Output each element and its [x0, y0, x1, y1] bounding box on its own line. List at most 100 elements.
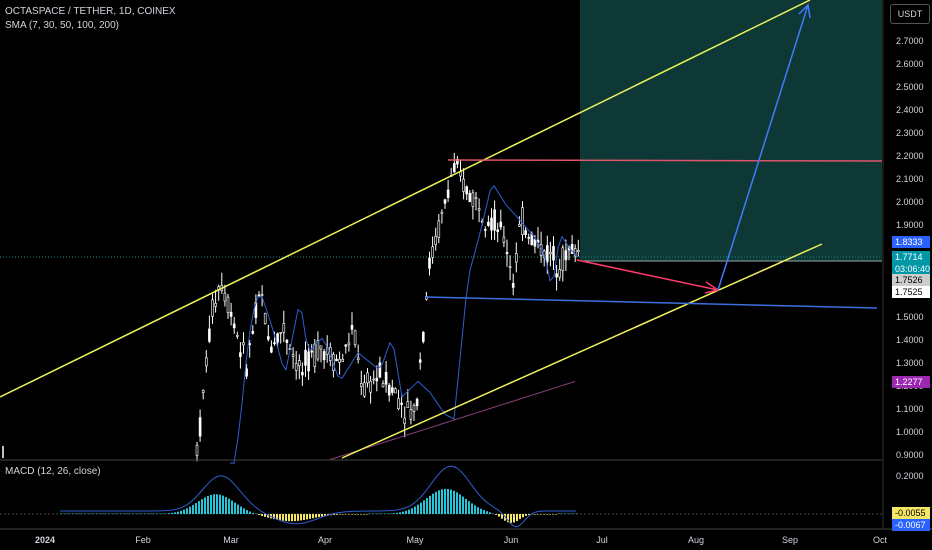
candle: [400, 393, 403, 418]
candle: [301, 362, 304, 386]
price-badge: 1.7526: [892, 274, 930, 286]
macd-bar: [201, 499, 203, 514]
macd-bar: [333, 514, 335, 515]
macd-bar: [252, 512, 254, 514]
chart-title[interactable]: OCTASPACE / TETHER, 1D, COINEX: [5, 6, 176, 17]
candle: [198, 409, 202, 442]
candle: [462, 168, 465, 200]
macd-bar: [126, 513, 128, 514]
macd-bar: [174, 512, 176, 514]
macd-badge: -0.0067: [892, 519, 930, 531]
macd-bar: [204, 497, 206, 514]
candle: [555, 264, 558, 291]
channel-lower-line: [341, 243, 823, 459]
macd-bar: [210, 494, 212, 514]
macd-bar: [468, 501, 470, 514]
candle: [279, 332, 283, 344]
price-badge: 1.7714 03:06:40: [892, 251, 930, 275]
candle: [477, 198, 481, 223]
macd-bar: [363, 514, 365, 515]
macd-bar: [60, 513, 62, 514]
macd-bar: [357, 514, 359, 515]
candle: [490, 208, 493, 240]
macd-bar: [348, 514, 350, 515]
macd-bar: [420, 502, 422, 514]
macd-bar: [114, 513, 116, 514]
macd-bar: [213, 494, 215, 514]
price-tick-label: 1.3000: [896, 358, 924, 368]
macd-bar: [411, 508, 413, 514]
time-tick-label: May: [406, 535, 424, 545]
candle: [251, 325, 255, 335]
candle: [201, 389, 205, 400]
macd-bar: [90, 513, 92, 514]
macd-bar: [483, 510, 485, 514]
candle: [431, 236, 434, 264]
candle: [384, 361, 388, 393]
macd-bar: [240, 506, 242, 514]
price-tick-label: 2.2000: [896, 151, 924, 161]
macd-bar: [372, 513, 374, 514]
candle: [375, 365, 379, 392]
macd-bar: [432, 493, 434, 514]
macd-bar: [153, 513, 155, 514]
macd-bar: [243, 508, 245, 514]
candle: [266, 324, 270, 342]
candle: [434, 227, 438, 251]
macd-bar: [198, 501, 200, 514]
macd-bar: [399, 512, 401, 514]
macd-bar: [261, 514, 263, 516]
price-tick-label: 2.5000: [896, 82, 924, 92]
channel-upper-line: [0, 0, 811, 398]
candle: [443, 198, 447, 209]
macd-bar: [63, 513, 65, 514]
macd-bar: [93, 513, 95, 514]
countdown-label: 03:06:40: [895, 264, 931, 274]
macd-bar: [117, 513, 119, 514]
currency-button[interactable]: USDT: [890, 4, 930, 24]
price-badge: 1.7525: [892, 286, 930, 298]
macd-bar: [555, 514, 557, 515]
macd-bar: [300, 514, 302, 521]
time-tick-label: 2024: [35, 535, 55, 545]
macd-bar: [228, 498, 230, 514]
macd-bar: [540, 514, 542, 515]
macd-bar: [552, 514, 554, 515]
candle: [232, 317, 236, 334]
macd-bar: [234, 502, 236, 514]
macd-bar: [561, 513, 563, 514]
candle: [415, 397, 419, 411]
candle: [564, 239, 568, 272]
macd-legend[interactable]: MACD (12, 26, close): [5, 466, 101, 477]
price-axis: 2.7000 2.6000 2.5000 2.4000 2.3000 2.2000 2.10…: [896, 36, 924, 481]
candles: [2, 152, 580, 462]
candle: [483, 226, 487, 238]
candle: [356, 344, 360, 364]
macd-bar: [195, 503, 197, 514]
macd-bar: [321, 514, 323, 517]
macd-bar: [66, 513, 68, 514]
candle: [319, 345, 323, 363]
candle: [195, 441, 199, 462]
sma-legend[interactable]: SMA (7, 30, 50, 100, 200): [5, 20, 119, 31]
macd-bar: [207, 495, 209, 514]
macd-bar: [141, 513, 143, 514]
macd-bar: [231, 500, 233, 514]
macd-bar: [519, 514, 521, 520]
candle: [353, 329, 357, 348]
macd-bar: [543, 514, 545, 515]
candle: [214, 289, 217, 313]
time-tick-label: Jun: [504, 535, 519, 545]
macd-bar: [150, 513, 152, 514]
candle: [465, 185, 469, 201]
macd-bar: [276, 514, 278, 520]
projection-arrow-down: [576, 259, 719, 291]
macd-bar: [306, 514, 308, 520]
macd-bar: [336, 514, 338, 515]
macd-bar: [171, 512, 173, 514]
macd-bar: [528, 514, 530, 515]
candle: [226, 293, 230, 319]
support-line: [424, 296, 878, 309]
macd-bar: [405, 510, 407, 514]
